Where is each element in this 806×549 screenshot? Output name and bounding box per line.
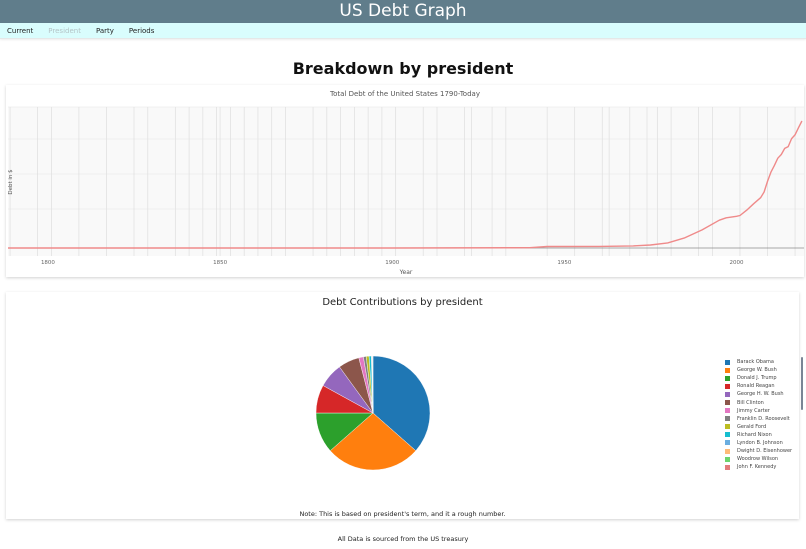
legend-label: Gerald Ford — [737, 423, 767, 430]
pie-chart-plot[interactable] — [6, 292, 799, 519]
legend-scrollbar[interactable] — [801, 357, 803, 410]
legend-label: Ronald Reagan — [737, 383, 775, 390]
nav-item-president[interactable]: President — [48, 26, 81, 35]
legend-swatch-icon — [725, 367, 730, 373]
legend-swatch-icon — [725, 464, 730, 470]
legend-swatch-icon — [725, 432, 730, 438]
legend-item[interactable]: Ronald Reagan — [725, 382, 792, 390]
legend-label: Richard Nixon — [737, 431, 772, 438]
app-header: US Debt Graph — [0, 0, 806, 23]
legend-label: George W. Bush — [737, 367, 777, 374]
legend-label: Lyndon B. Johnson — [737, 439, 783, 446]
legend-swatch-icon — [725, 448, 730, 454]
pie-note: Note: This is based on president's term,… — [299, 510, 506, 518]
svg-text:2000: 2000 — [730, 260, 744, 266]
legend-item[interactable]: Gerald Ford — [725, 423, 792, 431]
page-title: Breakdown by president — [292, 59, 514, 78]
legend-swatch-icon — [725, 375, 730, 381]
legend-swatch-icon — [725, 440, 730, 446]
svg-text:1800: 1800 — [41, 260, 55, 266]
legend-swatch-icon — [725, 391, 730, 397]
footer-source-note: All Data is sourced from the US treasury — [337, 535, 469, 543]
legend-label: Donald J. Trump — [737, 375, 777, 382]
legend-swatch-icon — [725, 383, 730, 389]
svg-text:Year: Year — [399, 269, 413, 276]
pie-slice[interactable] — [329, 412, 417, 471]
line-chart-plot[interactable]: 1800 1850 1900 1950 2000 Year Debt in $ — [6, 85, 804, 277]
legend-swatch-icon — [725, 359, 730, 365]
legend-swatch-icon — [725, 456, 730, 462]
legend-item[interactable]: Barack Obama — [725, 358, 792, 366]
legend-swatch-icon — [725, 424, 730, 430]
legend-item[interactable]: John F. Kennedy — [725, 463, 792, 471]
svg-text:Debt in $: Debt in $ — [8, 169, 14, 195]
legend-label: Franklin D. Roosevelt — [737, 415, 790, 422]
pie-slice[interactable] — [372, 355, 431, 451]
pie-legend: Barack Obama George W. Bush Donald J. Trum… — [725, 358, 792, 471]
svg-text:1850: 1850 — [213, 260, 227, 266]
total-debt-line-chart: Total Debt of the United States 1790-Tod… — [6, 85, 804, 277]
legend-item[interactable]: Dwight D. Eisenhower — [725, 447, 792, 455]
legend-item[interactable]: Woodrow Wilson — [725, 455, 792, 463]
line-chart-title: Total Debt of the United States 1790-Tod… — [330, 90, 480, 98]
svg-text:1900: 1900 — [385, 260, 399, 266]
legend-item[interactable]: George H. W. Bush — [725, 390, 792, 398]
legend-item[interactable]: George W. Bush — [725, 366, 792, 374]
legend-label: John F. Kennedy — [737, 464, 777, 471]
legend-swatch-icon — [725, 400, 730, 406]
app-title: US Debt Graph — [339, 1, 467, 21]
legend-item[interactable]: Richard Nixon — [725, 431, 792, 439]
legend-item[interactable]: Jimmy Carter — [725, 407, 792, 415]
nav-item-party[interactable]: Party — [95, 26, 114, 35]
legend-label: George H. W. Bush — [737, 391, 784, 398]
legend-item[interactable]: Bill Clinton — [725, 398, 792, 406]
legend-item[interactable]: Franklin D. Roosevelt — [725, 415, 792, 423]
nav-item-periods[interactable]: Periods — [128, 26, 155, 35]
legend-label: Woodrow Wilson — [737, 456, 779, 463]
svg-text:1950: 1950 — [557, 260, 571, 266]
legend-swatch-icon — [725, 408, 730, 414]
pie-chart-title: Debt Contributions by president — [322, 297, 483, 308]
debt-contributions-pie-chart: Debt Contributions by president Barack O… — [6, 292, 803, 519]
legend-swatch-icon — [725, 416, 730, 422]
legend-label: Bill Clinton — [737, 399, 764, 406]
top-nav: Current President Party Periods — [0, 23, 806, 39]
legend-label: Jimmy Carter — [737, 407, 770, 414]
legend-label: Barack Obama — [737, 359, 774, 366]
legend-item[interactable]: Lyndon B. Johnson — [725, 439, 792, 447]
legend-label: Dwight D. Eisenhower — [737, 448, 793, 455]
nav-item-current[interactable]: Current — [7, 26, 34, 35]
legend-item[interactable]: Donald J. Trump — [725, 374, 792, 382]
